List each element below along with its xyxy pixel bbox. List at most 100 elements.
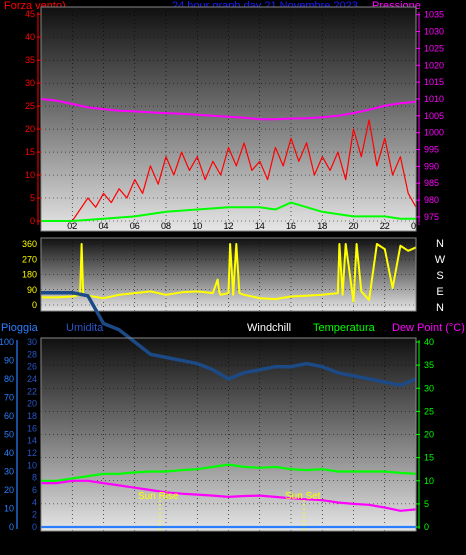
wind-pressure-frame: [40, 6, 417, 232]
temperature-y-tick-label: 25: [424, 406, 434, 416]
wind-y-tick-label: 15: [25, 147, 35, 157]
humidity-y-tick-label: 4: [32, 497, 37, 507]
pressure-y-tick-label: 975: [424, 212, 439, 222]
wind-x-tick-label: 06: [130, 221, 140, 231]
wind-x-tick-label: 20: [348, 221, 358, 231]
humidity-y-tick-label: 16: [27, 423, 37, 433]
direction-y-tick-label: 270: [22, 254, 37, 264]
humidity-y-tick-label: 20: [27, 399, 37, 409]
wind-y-tick-label: 0: [30, 216, 35, 226]
wind-y-tick-label: 10: [25, 170, 35, 180]
temperature-y-tick-label: 15: [424, 453, 434, 463]
rain-y-tick-label: 50: [4, 430, 14, 440]
humidity-x-tick-label: 16: [286, 539, 296, 549]
wind-x-tick-label: 12: [223, 221, 233, 231]
pressure-y-tick-label: 980: [424, 195, 439, 205]
temperature-legend: Temperatura: [313, 322, 376, 334]
humidity-axis-title: Umidita: [66, 322, 104, 334]
temperature-y-tick-label: 10: [424, 476, 434, 486]
wind-x-tick-label: 02: [67, 221, 77, 231]
pressure-y-tick-label: 1010: [424, 94, 444, 104]
temperature-y-tick-label: 40: [424, 337, 434, 347]
pressure-y-tick-label: 985: [424, 178, 439, 188]
sunrise-label: Sun Rise: [138, 491, 179, 502]
humidity-y-tick-label: 2: [32, 510, 37, 520]
compass-w-label: W: [435, 254, 446, 266]
humidity-x-tick-label: 04: [98, 539, 108, 549]
wind-x-tick-label: 18: [317, 221, 327, 231]
pressure-y-tick-label: 1020: [424, 60, 444, 70]
pressure-y-tick-label: 1025: [424, 43, 444, 53]
rain-y-tick-label: 10: [4, 504, 14, 514]
wind-x-tick-label: 14: [255, 221, 265, 231]
temperature-y-tick-label: 0: [424, 522, 429, 532]
pressure-y-tick-label: 995: [424, 145, 439, 155]
sunset-label: Sun Set: [285, 491, 321, 502]
wind-y-tick-label: 40: [25, 32, 35, 42]
rain-y-tick-label: 70: [4, 393, 14, 403]
wind-y-tick-label: 30: [25, 78, 35, 88]
direction-y-tick-label: 180: [22, 270, 37, 280]
compass-n-label: N: [436, 302, 444, 314]
humidity-y-tick-label: 6: [32, 485, 37, 495]
compass-s-label: S: [436, 270, 443, 282]
compass-n-label: N: [436, 238, 444, 250]
wind-speed-line: [41, 119, 417, 222]
humidity-y-tick-label: 14: [27, 436, 37, 446]
direction-y-tick-label: 90: [27, 285, 37, 295]
temperature-y-tick-label: 5: [424, 499, 429, 509]
dewpoint-line: [41, 479, 417, 512]
humidity-y-tick-label: 12: [27, 448, 37, 458]
pressure-y-tick-label: 1005: [424, 111, 444, 121]
pressure-y-tick-label: 990: [424, 161, 439, 171]
temperature-y-tick-label: 35: [424, 360, 434, 370]
windchill-legend: Windchill: [247, 322, 291, 334]
humidity-y-tick-label: 0: [32, 522, 37, 532]
rain-axis-title: Pioggia: [1, 322, 39, 334]
pressure-y-tick-label: 1015: [424, 77, 444, 87]
humidity-x-tick-label: 10: [192, 539, 202, 549]
humidity-y-tick-label: 10: [27, 460, 37, 470]
humidity-x-tick-label: 06: [130, 539, 140, 549]
rain-y-tick-label: 0: [9, 522, 14, 532]
pressure-line: [40, 98, 417, 121]
temperature-y-tick-label: 30: [424, 383, 434, 393]
humidity-x-tick-label: 12: [223, 539, 233, 549]
humidity-x-tick-label: 08: [161, 539, 171, 549]
wind-direction-line: [41, 243, 417, 303]
wind-y-tick-label: 5: [30, 193, 35, 203]
humidity-x-tick-label: 22: [380, 539, 390, 549]
humidity-y-tick-label: 24: [27, 374, 37, 384]
rain-y-tick-label: 100: [0, 337, 14, 347]
humidity-line: [41, 290, 417, 387]
rain-y-tick-label: 60: [4, 411, 14, 421]
dewpoint-legend: Dew Point (°C): [392, 322, 465, 334]
humidity-x-tick-label: 14: [255, 539, 265, 549]
humidity-x-tick-label: 18: [317, 539, 327, 549]
wind-x-tick-label: 16: [286, 221, 296, 231]
pressure-y-tick-label: 1000: [424, 128, 444, 138]
direction-y-tick-label: 0: [32, 300, 37, 310]
wind-x-tick-label: 04: [98, 221, 108, 231]
wind-x-tick-label: 08: [161, 221, 171, 231]
wind-y-tick-label: 35: [25, 55, 35, 65]
humidity-y-tick-label: 30: [27, 337, 37, 347]
rain-y-tick-label: 30: [4, 467, 14, 477]
wind-gust-line: [41, 201, 416, 222]
pressure-y-tick-label: 1035: [424, 10, 444, 20]
wind-x-tick-label: 22: [380, 221, 390, 231]
wind-x-tick-label: 00: [411, 221, 421, 231]
humidity-y-tick-label: 26: [27, 362, 37, 372]
humidity-x-tick-label: 20: [348, 539, 358, 549]
wind-y-tick-label: 20: [25, 124, 35, 134]
humidity-x-tick-label: 00: [411, 539, 421, 549]
direction-y-tick-label: 360: [22, 239, 37, 249]
rain-y-tick-label: 80: [4, 374, 14, 384]
direction-frame: [40, 237, 417, 312]
wind-y-tick-label: 25: [25, 101, 35, 111]
humidity-y-tick-label: 28: [27, 349, 37, 359]
humidity-x-tick-label: 02: [67, 539, 77, 549]
temperature-y-tick-label: 20: [424, 430, 434, 440]
humidity-y-tick-label: 18: [27, 411, 37, 421]
temperature-line: [41, 463, 417, 482]
